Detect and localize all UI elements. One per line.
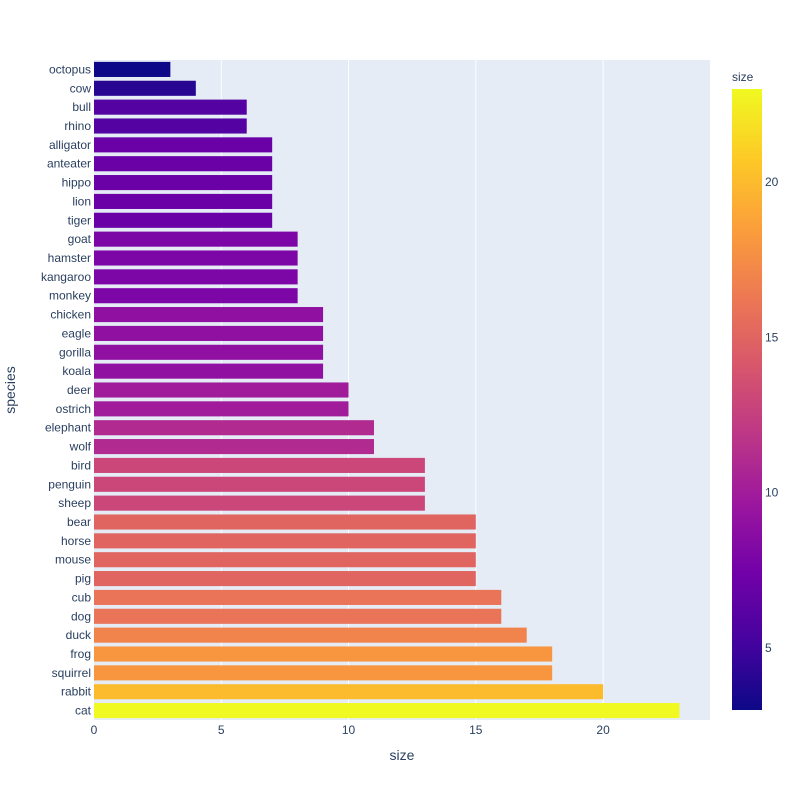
bar-sheep bbox=[94, 495, 425, 511]
bar-elephant bbox=[94, 420, 374, 436]
bar-frog bbox=[94, 646, 553, 662]
y-tick-label: elephant bbox=[45, 421, 92, 435]
y-tick-label: koala bbox=[62, 364, 91, 378]
bar-mouse bbox=[94, 552, 476, 568]
y-tick-label: mouse bbox=[55, 553, 91, 567]
colorbar-title: size bbox=[732, 70, 754, 84]
bar-tiger bbox=[94, 212, 273, 228]
y-axis-label: species bbox=[2, 366, 18, 413]
x-tick-label: 20 bbox=[596, 723, 610, 737]
bar-rhino bbox=[94, 118, 247, 134]
bar-alligator bbox=[94, 137, 273, 153]
colorbar-tick-label: 20 bbox=[765, 175, 779, 189]
y-tick-label: octopus bbox=[49, 62, 91, 76]
y-tick-label: cow bbox=[70, 81, 92, 95]
bar-cow bbox=[94, 80, 196, 96]
bar-chicken bbox=[94, 307, 324, 323]
y-tick-label: goat bbox=[68, 232, 92, 246]
bar-monkey bbox=[94, 288, 298, 304]
y-tick-label: gorilla bbox=[59, 345, 91, 359]
y-tick-label: cat bbox=[75, 704, 92, 718]
colorbar-gradient bbox=[732, 89, 762, 710]
y-tick-label: anteater bbox=[47, 157, 91, 171]
bar-hamster bbox=[94, 250, 298, 266]
bar-octopus bbox=[94, 61, 171, 77]
y-tick-label: cub bbox=[72, 590, 92, 604]
bar-penguin bbox=[94, 476, 425, 492]
y-tick-label: duck bbox=[66, 628, 92, 642]
x-tick-label: 10 bbox=[342, 723, 356, 737]
colorbar: size 5 10 15 20 bbox=[732, 70, 779, 710]
y-tick-label: lion bbox=[72, 194, 91, 208]
x-tick-label: 5 bbox=[218, 723, 225, 737]
x-axis-label: size bbox=[390, 747, 415, 763]
bar-cat bbox=[94, 703, 680, 719]
y-tick-label: rhino bbox=[64, 119, 91, 133]
y-tick-label: penguin bbox=[48, 477, 91, 491]
bar-pig bbox=[94, 571, 476, 587]
y-tick-label: dog bbox=[71, 609, 91, 623]
colorbar-tick-label: 10 bbox=[765, 486, 779, 500]
y-tick-label: wolf bbox=[69, 440, 92, 454]
bar-lion bbox=[94, 193, 273, 209]
bar-ostrich bbox=[94, 401, 349, 417]
y-tick-labels: octopus cow bull rhino alligator anteater hipp… bbox=[41, 62, 92, 717]
colorbar-tick-label: 15 bbox=[765, 330, 779, 344]
y-tick-label: pig bbox=[75, 572, 91, 586]
y-tick-label: alligator bbox=[49, 138, 91, 152]
bar-bird bbox=[94, 457, 425, 473]
bar-horse bbox=[94, 533, 476, 549]
bar-squirrel bbox=[94, 665, 553, 681]
x-tick-label: 0 bbox=[91, 723, 98, 737]
y-tick-label: chicken bbox=[50, 308, 91, 322]
y-tick-label: horse bbox=[61, 534, 91, 548]
bar-wolf bbox=[94, 439, 374, 455]
y-tick-label: monkey bbox=[49, 289, 91, 303]
bar-duck bbox=[94, 627, 527, 643]
y-tick-label: rabbit bbox=[61, 685, 92, 699]
bar-dog bbox=[94, 608, 502, 624]
bar-goat bbox=[94, 231, 298, 247]
y-tick-label: squirrel bbox=[52, 666, 91, 680]
x-tick-labels: 0 5 10 15 20 bbox=[91, 723, 610, 737]
bar-kangaroo bbox=[94, 269, 298, 285]
y-tick-label: deer bbox=[67, 383, 91, 397]
bar-rabbit bbox=[94, 684, 604, 700]
bars bbox=[94, 61, 680, 719]
y-tick-label: bear bbox=[67, 515, 91, 529]
y-tick-label: kangaroo bbox=[41, 270, 91, 284]
bar-deer bbox=[94, 382, 349, 398]
x-tick-label: 15 bbox=[469, 723, 483, 737]
bar-cub bbox=[94, 589, 502, 605]
bar-hippo bbox=[94, 175, 273, 191]
y-tick-label: ostrich bbox=[56, 402, 91, 416]
colorbar-tick-label: 5 bbox=[765, 641, 772, 655]
bar-eagle bbox=[94, 325, 324, 341]
y-tick-label: hippo bbox=[62, 176, 92, 190]
y-tick-label: tiger bbox=[68, 213, 91, 227]
bar-koala bbox=[94, 363, 324, 379]
bar-anteater bbox=[94, 156, 273, 172]
y-tick-label: sheep bbox=[58, 496, 91, 510]
y-tick-label: bird bbox=[71, 458, 91, 472]
y-tick-label: eagle bbox=[62, 326, 92, 340]
y-tick-label: hamster bbox=[48, 251, 91, 265]
bar-bear bbox=[94, 514, 476, 530]
bar-bull bbox=[94, 99, 247, 115]
bar-gorilla bbox=[94, 344, 324, 360]
y-tick-label: frog bbox=[70, 647, 91, 661]
y-tick-label: bull bbox=[72, 100, 91, 114]
